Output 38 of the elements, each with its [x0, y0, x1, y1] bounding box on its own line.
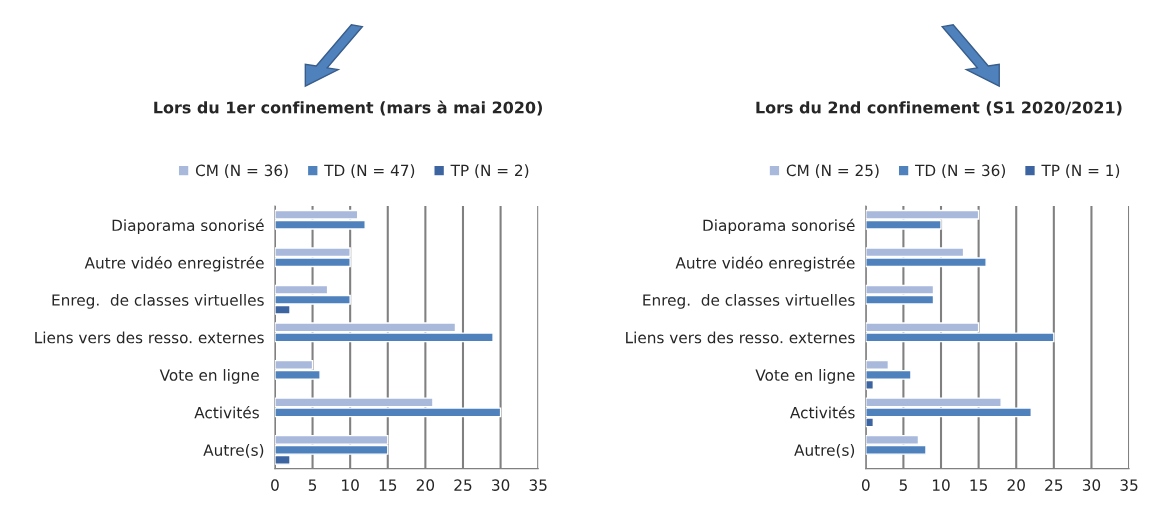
- y-tick-label: Vote en ligne: [755, 369, 855, 384]
- legend-label: TP (N = 1): [1041, 164, 1120, 178]
- x-tick-label: 0: [861, 479, 870, 491]
- y-tick-label: Diaporama sonorisé: [703, 218, 855, 235]
- y-tick-label: Autre(s): [203, 444, 264, 458]
- chart-title: Lors du 2nd confinement (S1 2020/2021): [756, 101, 1122, 116]
- x-tick-label: 10: [342, 479, 359, 491]
- y-tick-label: Autre(s): [794, 444, 855, 458]
- x-tick-label: 35: [529, 479, 547, 491]
- legend-label: TD (N = 36): [915, 164, 1006, 178]
- x-tick-label: 20: [1007, 479, 1025, 491]
- x-tick-label: 30: [1082, 479, 1101, 491]
- x-tick-label: 30: [492, 479, 510, 491]
- y-tick-label: Vote en ligne: [159, 369, 259, 384]
- x-tick-label: 20: [416, 479, 435, 491]
- chart-title: Lors du 1er confinement (mars à mai 2020): [154, 100, 542, 116]
- y-tick-label: Liens vers des resso. externes: [35, 331, 264, 344]
- x-tick-label: 35: [1120, 479, 1138, 491]
- y-tick-label: Activités: [194, 405, 259, 419]
- y-tick-label: Activités: [790, 405, 855, 419]
- y-tick-label: Enreg. de classes virtuelles: [643, 294, 855, 309]
- x-tick-label: 5: [308, 479, 317, 491]
- y-tick-label: Autre vidéo enregistrée: [675, 256, 855, 272]
- x-tick-label: 25: [1045, 479, 1063, 491]
- y-tick-label: Autre vidéo enregistrée: [84, 256, 264, 272]
- x-tick-label: 25: [454, 479, 472, 491]
- legend-label: CM (N = 25): [786, 164, 879, 178]
- x-tick-label: 0: [271, 479, 279, 491]
- y-tick-label: Liens vers des resso. externes: [626, 331, 855, 344]
- legend-label: CM (N = 36): [195, 164, 288, 178]
- y-tick-label: Diaporama sonorisé: [112, 218, 264, 235]
- legend-label: TP (N = 2): [450, 164, 529, 178]
- x-tick-label: 15: [379, 479, 397, 491]
- x-tick-label: 10: [932, 479, 950, 491]
- x-tick-label: 15: [970, 479, 988, 491]
- y-tick-label: Enreg. de classes virtuelles: [52, 294, 264, 309]
- legend-label: TD (N = 47): [324, 164, 415, 178]
- x-tick-label: 5: [899, 479, 907, 491]
